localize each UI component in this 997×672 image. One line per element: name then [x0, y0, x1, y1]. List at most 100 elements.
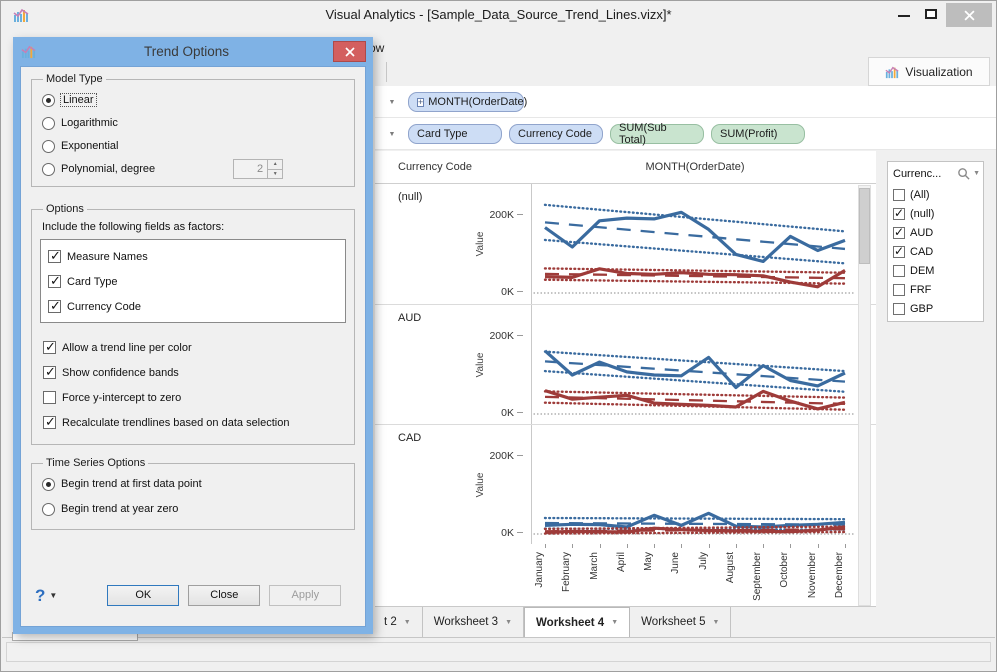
tab-worksheet-5[interactable]: Worksheet 5 ▼ [630, 607, 732, 637]
chevron-down-icon[interactable]: ▼ [49, 591, 58, 600]
minimize-icon[interactable] [898, 15, 910, 17]
radio-logarithmic[interactable]: Logarithmic [42, 115, 346, 131]
radio-exponential[interactable]: Exponential [42, 138, 346, 154]
apply-button[interactable]: Apply [269, 585, 342, 606]
currency-filter-title: Currenc... [893, 167, 942, 180]
chart-panel-CAD: CAD Value 200K 0K [375, 424, 876, 544]
checkbox[interactable] [893, 302, 905, 315]
checkbox[interactable] [893, 283, 905, 296]
chevron-down-icon[interactable]: ▼ [973, 170, 980, 177]
radio-button[interactable] [42, 477, 55, 491]
close-button[interactable]: Close [188, 585, 261, 606]
tab-visualization-label: Visualization [905, 64, 973, 79]
filter-item-label: GBP [910, 302, 934, 315]
filter-item-all[interactable]: (All) [888, 185, 983, 204]
filter-item-label: (All) [910, 188, 930, 201]
chevron-down-icon[interactable]: ▼ [403, 618, 411, 626]
filter-item-null[interactable]: (null) [888, 204, 983, 223]
radio-button[interactable] [42, 93, 55, 107]
filter-item-aud[interactable]: AUD [888, 223, 983, 242]
rows-shelf-dropdown[interactable]: ▼ [388, 131, 396, 138]
spin-up-icon[interactable]: ▲ [267, 159, 284, 170]
month-label: November [806, 552, 818, 599]
chevron-down-icon[interactable]: ▼ [505, 618, 513, 626]
pill-sum-profit[interactable]: SUM(Profit) [711, 124, 805, 144]
chevron-down-icon[interactable]: ▼ [611, 619, 619, 626]
currency-filter-header[interactable]: Currenc... ▼ [888, 162, 983, 185]
spinner-buttons[interactable]: ▲ ▼ [267, 159, 284, 179]
checkbox[interactable] [43, 391, 56, 404]
tab-visualization[interactable]: Visualization [868, 57, 990, 86]
search-icon[interactable] [957, 167, 970, 180]
time-series-group: Time Series Options Begin trend at first… [31, 457, 355, 530]
filter-item-frf[interactable]: FRF [888, 280, 983, 299]
checkbox[interactable] [893, 264, 905, 277]
ok-button[interactable]: OK [107, 585, 180, 606]
check-force-y-intercept[interactable]: Force y-intercept to zero [40, 385, 346, 410]
check-trend-per-color[interactable]: Allow a trend line per color [40, 335, 346, 360]
pill-card-type[interactable]: Card Type [408, 124, 502, 144]
radio-polynomial[interactable]: Polynomial, degree 2 ▲ ▼ [42, 159, 346, 179]
maximize-icon[interactable] [925, 9, 937, 19]
checkbox[interactable] [893, 188, 905, 201]
factor-measure-names[interactable]: Measure Names [41, 244, 345, 269]
filter-item-dem[interactable]: DEM [888, 261, 983, 280]
series-line-SUM(Sub Total)[interactable] [544, 210, 846, 264]
radio-linear[interactable]: Linear [42, 92, 346, 108]
pill-month-orderdate[interactable]: + MONTH(OrderDate) [408, 92, 527, 112]
tab-worksheet-4[interactable]: Worksheet 4 ▼ [524, 607, 631, 637]
month-label: September [752, 552, 764, 601]
degree-spinner[interactable]: 2 ▲ ▼ [233, 159, 284, 179]
close-window-button[interactable] [946, 3, 992, 27]
tab-worksheet-2-partial[interactable]: t 2 ▼ [373, 607, 423, 637]
model-type-legend: Model Type [46, 73, 103, 85]
radio-button[interactable] [42, 139, 55, 153]
dialog-footer: ? ▼ OK Close Apply [35, 585, 351, 606]
dialog-close-button[interactable] [333, 41, 366, 62]
filter-item-cad[interactable]: CAD [888, 242, 983, 261]
chart-scrollbar-thumb[interactable] [859, 188, 870, 264]
spin-down-icon[interactable]: ▼ [267, 169, 284, 179]
expand-plus-icon[interactable]: + [417, 96, 425, 107]
series-line-SUM(Sub Total)[interactable] [543, 349, 846, 390]
columns-shelf-dropdown[interactable]: ▼ [388, 99, 396, 106]
pill-currency-code[interactable]: Currency Code [509, 124, 603, 144]
factor-card-type[interactable]: Card Type [41, 269, 345, 294]
series-line-SUM(Profit)[interactable] [544, 525, 846, 534]
checkbox[interactable] [893, 225, 905, 239]
month-tick [545, 544, 546, 548]
toolbar-separator [386, 62, 387, 82]
checkbox[interactable] [893, 244, 905, 258]
radio-begin-year-zero[interactable]: Begin trend at year zero [42, 501, 346, 517]
check-recalculate-trendlines[interactable]: Recalculate trendlines based on data sel… [40, 410, 346, 435]
checkbox[interactable] [48, 248, 61, 264]
pill-sum-sub-total[interactable]: SUM(Sub Total) [610, 122, 704, 146]
tab-worksheet-3[interactable]: Worksheet 3 ▼ [423, 607, 525, 637]
radio-button[interactable] [42, 502, 55, 516]
checkbox[interactable] [43, 414, 56, 430]
filter-item-gbp[interactable]: GBP [888, 299, 983, 318]
checkbox-label: Show confidence bands [62, 366, 179, 379]
checkbox[interactable] [48, 273, 61, 289]
factors-listbox[interactable]: Measure Names Card Type Currency Code [40, 239, 346, 323]
radio-button[interactable] [42, 162, 55, 176]
checkbox[interactable] [48, 298, 61, 314]
check-confidence-bands[interactable]: Show confidence bands [40, 360, 346, 385]
radio-button[interactable] [42, 116, 55, 130]
chart-scrollbar[interactable] [858, 185, 871, 606]
rows-pills: Card Type Currency Code SUM(Sub Total) S… [408, 122, 805, 146]
checkbox[interactable] [893, 206, 905, 220]
month-label: March [588, 552, 600, 580]
help-button[interactable]: ? [35, 585, 46, 605]
checkbox[interactable] [43, 364, 56, 380]
factor-currency-code[interactable]: Currency Code [41, 294, 345, 319]
degree-value[interactable]: 2 [233, 159, 268, 179]
chevron-down-icon[interactable]: ▼ [712, 618, 720, 626]
series-line-SUM(Profit)[interactable] [544, 389, 846, 411]
radio-begin-first-data-point[interactable]: Begin trend at first data point [42, 476, 346, 492]
factor-label: Card Type [67, 275, 118, 288]
series-line-SUM(Profit)[interactable] [544, 267, 846, 289]
tick-mark [517, 291, 523, 292]
series-line-SUM(Sub Total)[interactable] [544, 511, 846, 529]
checkbox[interactable] [43, 339, 56, 355]
